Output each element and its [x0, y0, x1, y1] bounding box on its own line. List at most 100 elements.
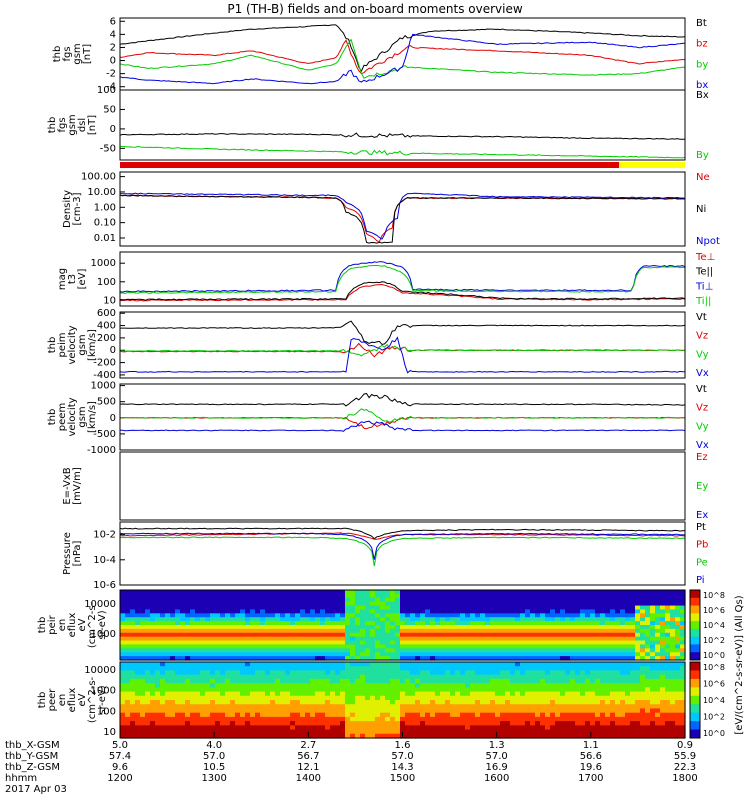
spectrogram-cell — [280, 687, 286, 693]
spectrogram-cell — [260, 666, 266, 672]
spectrogram-cell — [445, 662, 451, 667]
spectrogram-cell — [340, 670, 346, 676]
spectrogram-cell — [505, 733, 511, 739]
spectrogram-cell — [470, 613, 476, 618]
spectrogram-cell — [150, 670, 156, 676]
spectrogram-cell — [635, 666, 641, 672]
spectrogram-cell — [560, 670, 566, 676]
series-by — [119, 38, 686, 79]
spectrogram-cell — [680, 725, 686, 731]
spectrogram-cell — [625, 625, 631, 630]
spectrogram-cell — [475, 621, 481, 626]
spectrogram-cell — [275, 683, 281, 688]
spectrogram-cell — [180, 666, 186, 672]
spectrogram-cell — [360, 613, 366, 618]
spectrogram-cell — [410, 662, 416, 667]
spectrogram-cell — [465, 652, 471, 657]
spectrogram-cell — [310, 632, 316, 638]
x-tick-value: 1200 — [107, 773, 132, 784]
spectrogram-cell — [655, 636, 661, 642]
spectrogram-cell — [315, 674, 321, 680]
spectrogram-cell — [200, 700, 206, 705]
spectrogram-cell — [265, 644, 271, 649]
spectrogram-cell — [370, 662, 376, 667]
spectrogram-cell — [165, 601, 171, 607]
spectrogram-cell — [425, 721, 431, 726]
spectrogram-cell — [530, 590, 536, 595]
y-axis-label-line: [eV] — [77, 269, 88, 290]
spectrogram-cell — [675, 662, 681, 667]
spectrogram-cell — [480, 716, 486, 722]
spectrogram-cell — [375, 695, 381, 701]
spectrogram-cell — [370, 691, 376, 697]
spectrogram-cell — [470, 733, 476, 739]
spectrogram-cell — [130, 721, 136, 726]
spectrogram-cell — [565, 644, 571, 649]
spectrogram-cell — [465, 628, 471, 634]
spectrogram-cell — [380, 590, 386, 595]
spectrogram-cell — [560, 625, 566, 630]
spectrogram-cell — [365, 621, 371, 626]
spectrogram-cell — [625, 662, 631, 667]
spectrogram-cell — [680, 648, 686, 653]
spectrogram-cell — [535, 716, 541, 722]
spectrogram-cell — [360, 648, 366, 653]
spectrogram-cell — [230, 617, 236, 622]
spectrogram-cell — [520, 712, 526, 718]
spectrogram-cell — [330, 621, 336, 626]
spectrogram-cell — [360, 712, 366, 718]
spectrogram-cell — [220, 733, 226, 739]
spectrogram-cell — [400, 605, 406, 611]
spectrogram-cell — [590, 590, 596, 595]
y-tick-label: 100 — [97, 706, 116, 717]
spectrogram-cell — [440, 733, 446, 739]
spectrogram-cell — [120, 678, 126, 684]
spectrogram-cell — [475, 678, 481, 684]
spectrogram-cell — [660, 729, 666, 735]
spectrogram-cell — [185, 605, 191, 611]
spectrogram-cell — [595, 652, 601, 657]
panel-frame — [119, 521, 686, 586]
spectrogram-cell — [205, 628, 211, 634]
spectrogram-cell — [395, 716, 401, 722]
spectrogram-cell — [445, 712, 451, 718]
spectrogram-cell — [420, 687, 426, 693]
spectrogram-cell — [315, 700, 321, 705]
spectrogram-cell — [245, 597, 251, 603]
spectrogram-cell — [320, 683, 326, 688]
spectrogram-cell — [625, 597, 631, 603]
spectrogram-cell — [135, 648, 141, 653]
spectrogram-cell — [600, 666, 606, 672]
spectrogram-cell — [210, 725, 216, 731]
spectrogram-cell — [660, 721, 666, 726]
spectrogram-cell — [230, 601, 236, 607]
spectrogram-cell — [200, 617, 206, 622]
spectrogram-cell — [400, 597, 406, 603]
spectrogram-cell — [605, 687, 611, 693]
spectrogram-cell — [225, 644, 231, 649]
spectrogram-cell — [235, 666, 241, 672]
spectrogram-cell — [440, 674, 446, 680]
spectrogram-cell — [220, 601, 226, 607]
spectrogram-cell — [125, 601, 131, 607]
spectrogram-cell — [600, 729, 606, 735]
spectrogram-cell — [580, 700, 586, 705]
spectrogram-cell — [515, 628, 521, 634]
spectrogram-cell — [175, 662, 181, 667]
spectrogram-cell — [490, 733, 496, 739]
spectrogram-cell — [550, 733, 556, 739]
spectrogram-cell — [580, 625, 586, 630]
spectrogram-cell — [315, 625, 321, 630]
spectrogram-cell — [675, 708, 681, 714]
spectrogram-cell — [235, 613, 241, 618]
spectrogram-cell — [575, 601, 581, 607]
y-tick-label: 0 — [110, 56, 116, 67]
spectrogram-cell — [245, 695, 251, 701]
spectrogram-cell — [340, 716, 346, 722]
spectrogram-cell — [340, 687, 346, 693]
spectrogram-cell — [310, 683, 316, 688]
spectrogram-cell — [505, 593, 511, 599]
spectrogram-cell — [585, 636, 591, 642]
spectrogram-cell — [415, 625, 421, 630]
spectrogram-cell — [445, 644, 451, 649]
